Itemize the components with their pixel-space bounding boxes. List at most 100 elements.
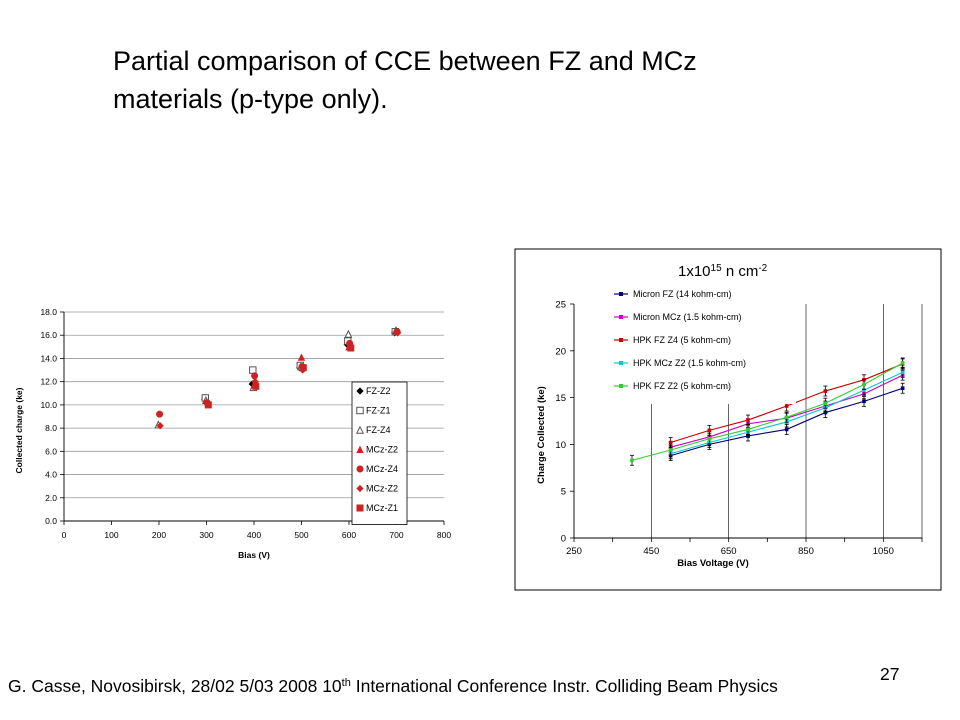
line-chart-charge-collected: 1x1015 n cm-2 250 450 650 850 1050 0 5 10 15 20 25… [514,248,942,591]
y-tick-label: 6.0 [45,446,57,456]
chart-title: 1x1015 n cm-2 [678,263,768,281]
legend-marker [355,425,365,434]
y-tick-label: 14.0 [40,353,57,363]
y-tick-label: 5 [561,487,566,498]
y-tick-label: 16.0 [40,330,57,340]
data-point [249,366,257,374]
data-point [630,458,634,463]
x-tick-label: 500 [294,530,308,540]
page-number: 27 [880,664,900,684]
legend-label: FZ-Z1 [366,406,391,416]
data-point [156,410,164,418]
legend-marker [356,387,364,395]
y-tick-label: 4.0 [45,470,57,480]
y-axis-title: Collected charge (ke) [14,387,24,473]
y-tick-label: 12.0 [40,377,57,387]
legend-marker [619,361,623,365]
data-point [746,418,750,422]
chart-title-base: 1x10 [678,263,711,280]
x-tick-label: 200 [152,530,166,540]
slide-title-line2: materials (p-type only). [113,84,388,114]
data-point [707,436,712,441]
data-point [862,399,866,404]
data-point [784,404,789,408]
scatter-chart-collected-charge: 0.0 2.0 4.0 6.0 8.0 10.0 12.0 14.0 16.0 18.0 0 100 2… [8,296,458,586]
legend-label: Micron FZ (14 kohm-cm) [633,289,732,299]
legend-marker [619,292,623,296]
x-tick-label: 400 [247,530,261,540]
x-tick-label: 450 [643,546,659,557]
legend-marker [619,315,623,319]
data-point [746,427,750,432]
data-point [252,382,260,390]
x-tick-label: 0 [62,530,67,540]
y-tick-label: 10.0 [40,400,57,410]
y-axis-title: Charge Collected (ke) [536,386,547,484]
legend-label: HPK FZ Z4 (5 kohm-cm) [633,335,731,345]
y-tick-label: 25 [555,300,566,311]
data-point [668,448,673,452]
legend-label: MCz-Z4 [366,464,398,474]
y-tick-label: 0.0 [45,516,57,526]
x-tick-label: 1050 [873,546,894,557]
data-point [900,361,905,365]
data-point [251,372,259,380]
legend-marker [619,338,623,342]
y-tick-label: 10 [555,440,566,451]
data-point [784,415,789,420]
legend-label: FZ-Z4 [366,425,391,435]
y-tick-label: 2.0 [45,493,57,503]
series-line [631,362,903,461]
legend-label: MCz-Z2 [366,445,398,455]
data-point [156,422,164,430]
x-axis-title: Bias (V) [238,550,270,560]
slide-footer: G. Casse, Novosibirsk, 28/02 5/03 2008 1… [8,676,778,697]
legend-label: MCz-Z2 [366,484,398,494]
x-tick-label: 100 [104,530,118,540]
legend-box [614,287,796,404]
legend-box [351,381,408,525]
data-point [299,364,307,372]
data-point [823,401,828,406]
data-point [347,344,355,352]
data-point [900,370,905,375]
chart-title-exponent: 15 [711,263,723,274]
x-tick-label: 800 [437,530,451,540]
legend-marker [356,465,364,473]
x-tick-label: 650 [721,546,737,557]
legend-marker [356,484,364,493]
x-tick-label: 600 [342,530,356,540]
data-point [862,388,866,392]
y-tick-label: 18.0 [40,307,57,317]
x-tick-label: 300 [199,530,213,540]
x-axis-title: Bias Voltage (V) [677,558,749,569]
legend-label: FZ-Z2 [366,386,391,396]
legend-marker [356,445,364,453]
data-point [394,329,402,337]
legend-label: Micron MCz (1.5 kohm-cm) [633,312,742,322]
y-tick-label: 0 [561,534,566,545]
data-point [862,382,866,387]
x-tick-label: 250 [566,546,582,557]
legend-marker [356,504,364,512]
data-point [297,353,306,361]
data-point [668,440,673,445]
chart-title-unit-exponent: -2 [758,263,767,274]
footer-prefix: G. Casse, Novosibirsk, 28/02 5/03 2008 1… [8,676,342,696]
x-tick-label: 850 [798,546,814,557]
chart-title-unit: n cm [722,263,759,280]
x-tick-label: 700 [389,530,403,540]
legend-marker [356,406,364,415]
legend-label: HPK MCz Z2 (1.5 kohm-cm) [633,358,746,368]
y-tick-label: 20 [555,346,566,357]
slide-title-line1: Partial comparison of CCE between FZ and… [113,46,697,76]
footer-superscript: th [341,677,351,689]
footer-suffix: International Conference Instr. Collidin… [350,676,778,696]
legend-label: MCz-Z1 [366,503,398,513]
data-point [900,386,905,391]
data-point [344,329,353,338]
data-point [823,389,828,393]
slide-title: Partial comparison of CCE between FZ and… [113,42,873,118]
legend-label: HPK FZ Z2 (5 kohm-cm) [633,381,731,391]
y-tick-label: 8.0 [45,423,57,433]
